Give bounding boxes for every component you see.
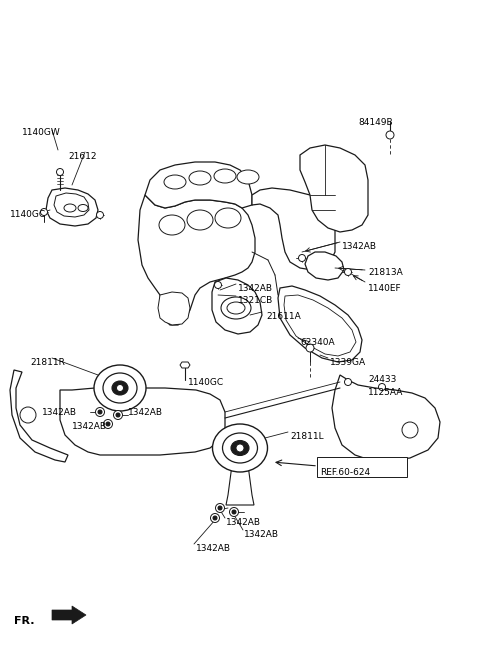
Polygon shape <box>10 370 68 462</box>
Circle shape <box>216 503 225 512</box>
Text: REF.60-624: REF.60-624 <box>320 468 370 477</box>
Circle shape <box>299 254 305 261</box>
Polygon shape <box>226 465 254 505</box>
Ellipse shape <box>187 210 213 230</box>
Circle shape <box>229 507 239 516</box>
Polygon shape <box>252 188 335 270</box>
Ellipse shape <box>223 433 257 463</box>
Circle shape <box>57 168 63 175</box>
Circle shape <box>215 281 221 288</box>
Text: 1342AB: 1342AB <box>238 284 273 293</box>
Text: 1342AB: 1342AB <box>42 408 77 417</box>
Polygon shape <box>305 252 344 280</box>
Text: 1342AB: 1342AB <box>244 530 279 539</box>
Circle shape <box>306 344 314 352</box>
Polygon shape <box>158 292 190 325</box>
Text: 1342AB: 1342AB <box>196 544 231 553</box>
Ellipse shape <box>159 215 185 235</box>
Polygon shape <box>52 606 86 624</box>
Polygon shape <box>46 188 98 226</box>
Text: 1342AB: 1342AB <box>342 242 377 251</box>
Circle shape <box>386 131 394 139</box>
Polygon shape <box>180 362 190 368</box>
Text: 1342AB: 1342AB <box>128 408 163 417</box>
Text: 1140GW: 1140GW <box>22 128 61 137</box>
Circle shape <box>211 514 219 522</box>
Circle shape <box>104 420 112 428</box>
Ellipse shape <box>164 175 186 189</box>
Circle shape <box>20 407 36 423</box>
Circle shape <box>113 411 122 420</box>
Circle shape <box>117 384 123 392</box>
Text: 21813A: 21813A <box>368 268 403 277</box>
Ellipse shape <box>237 170 259 184</box>
FancyBboxPatch shape <box>317 457 407 477</box>
Text: 84149B: 84149B <box>358 118 393 127</box>
Circle shape <box>345 378 351 386</box>
Circle shape <box>116 413 120 417</box>
Ellipse shape <box>64 204 76 212</box>
Circle shape <box>218 506 222 510</box>
Ellipse shape <box>221 297 251 319</box>
Text: 21811L: 21811L <box>290 432 324 441</box>
Polygon shape <box>54 193 89 217</box>
Text: 21611A: 21611A <box>266 312 301 321</box>
Polygon shape <box>138 195 255 325</box>
Circle shape <box>40 208 48 215</box>
Text: 1342AB: 1342AB <box>226 518 261 527</box>
Circle shape <box>236 444 244 452</box>
Ellipse shape <box>189 171 211 185</box>
Ellipse shape <box>94 365 146 411</box>
Text: 1140GC: 1140GC <box>10 210 46 219</box>
Text: 24433: 24433 <box>368 375 396 384</box>
Ellipse shape <box>213 424 267 472</box>
Text: 1339GA: 1339GA <box>330 358 366 367</box>
Ellipse shape <box>231 440 249 455</box>
Ellipse shape <box>214 169 236 183</box>
Ellipse shape <box>215 208 241 228</box>
Polygon shape <box>212 278 262 334</box>
Circle shape <box>106 422 110 426</box>
Circle shape <box>232 510 236 514</box>
Polygon shape <box>284 295 356 356</box>
Circle shape <box>402 422 418 438</box>
Text: 21612: 21612 <box>68 152 96 161</box>
Text: FR.: FR. <box>14 616 35 626</box>
Text: 62340A: 62340A <box>300 338 335 347</box>
Text: 1321CB: 1321CB <box>238 296 273 305</box>
Circle shape <box>98 410 102 414</box>
Polygon shape <box>300 145 368 232</box>
Text: 1125AA: 1125AA <box>368 388 403 397</box>
Polygon shape <box>278 286 362 362</box>
Ellipse shape <box>227 302 245 314</box>
Circle shape <box>213 516 217 520</box>
Circle shape <box>96 407 105 417</box>
Text: 21811R: 21811R <box>30 358 65 367</box>
Text: 1140EF: 1140EF <box>368 284 402 293</box>
Ellipse shape <box>78 204 88 212</box>
Polygon shape <box>60 388 225 455</box>
Ellipse shape <box>103 373 137 403</box>
Ellipse shape <box>112 381 128 395</box>
Circle shape <box>345 269 351 275</box>
Text: 1342AB: 1342AB <box>72 422 107 431</box>
Circle shape <box>96 212 104 219</box>
Text: 1140GC: 1140GC <box>188 378 224 387</box>
Circle shape <box>379 384 385 390</box>
Polygon shape <box>332 375 440 460</box>
Polygon shape <box>145 162 252 208</box>
